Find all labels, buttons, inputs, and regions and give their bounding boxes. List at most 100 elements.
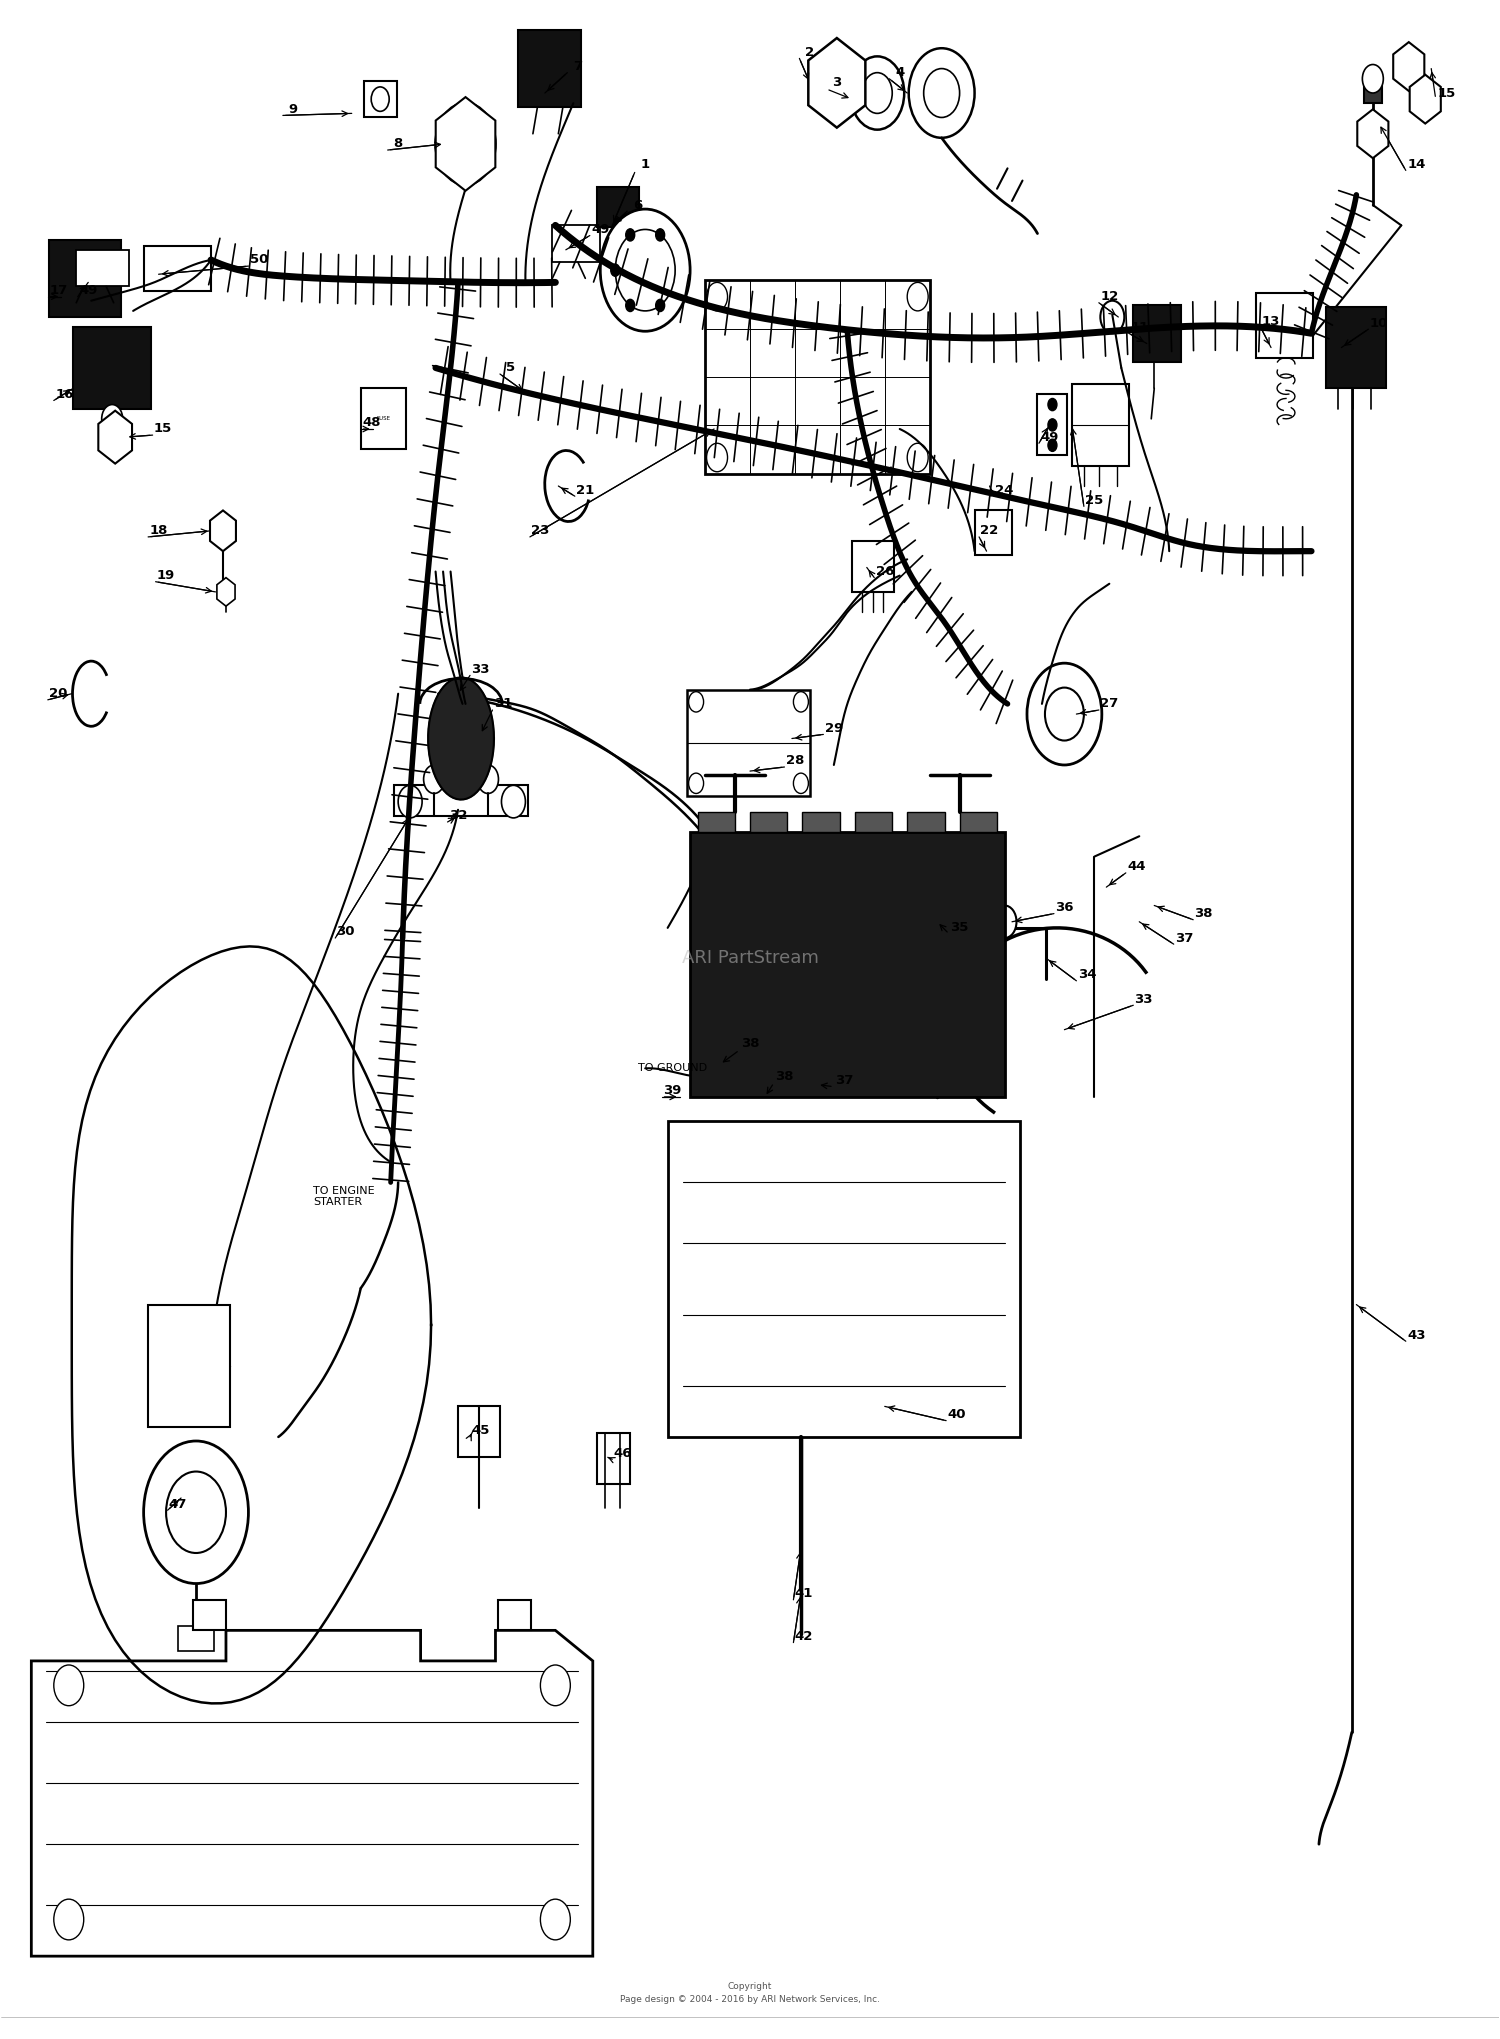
- Polygon shape: [808, 39, 865, 128]
- Text: 37: 37: [836, 1075, 854, 1087]
- Text: 49: 49: [1041, 430, 1059, 445]
- Bar: [76, 251, 129, 285]
- Bar: [908, 812, 945, 832]
- Text: 42: 42: [795, 1629, 813, 1643]
- Bar: [705, 279, 930, 473]
- Circle shape: [54, 1666, 84, 1707]
- Text: Copyright
Page design © 2004 - 2016 by ARI Network Services, Inc.: Copyright Page design © 2004 - 2016 by A…: [620, 1982, 880, 2004]
- Bar: [1072, 383, 1130, 465]
- Text: 10: 10: [1370, 316, 1388, 330]
- Bar: [360, 387, 405, 449]
- Text: 46: 46: [614, 1448, 632, 1460]
- Bar: [668, 1121, 1020, 1437]
- Circle shape: [144, 1442, 249, 1584]
- Bar: [597, 188, 639, 228]
- Circle shape: [54, 1898, 84, 1939]
- Bar: [148, 1305, 231, 1427]
- Circle shape: [1101, 300, 1125, 332]
- Circle shape: [398, 785, 422, 818]
- Text: 21: 21: [576, 483, 594, 498]
- Text: 15: 15: [154, 422, 172, 436]
- Circle shape: [706, 442, 728, 471]
- Polygon shape: [435, 98, 495, 192]
- Circle shape: [166, 1472, 226, 1554]
- Text: 30: 30: [336, 926, 356, 938]
- Polygon shape: [99, 410, 132, 463]
- Bar: [852, 540, 894, 591]
- Circle shape: [969, 877, 999, 918]
- Text: 44: 44: [1126, 860, 1146, 873]
- Polygon shape: [32, 1631, 592, 1955]
- Polygon shape: [210, 510, 236, 551]
- Circle shape: [850, 57, 904, 130]
- Bar: [363, 82, 396, 118]
- Bar: [498, 1601, 531, 1631]
- Circle shape: [1048, 438, 1058, 451]
- Text: 19: 19: [158, 569, 176, 581]
- Text: 15: 15: [1437, 86, 1455, 100]
- Bar: [687, 689, 810, 795]
- Text: 9: 9: [290, 102, 298, 116]
- Circle shape: [794, 691, 808, 712]
- Circle shape: [993, 905, 1017, 938]
- Bar: [1134, 304, 1180, 361]
- Text: 45: 45: [471, 1425, 489, 1437]
- Text: 22: 22: [981, 524, 999, 538]
- Text: 38: 38: [776, 1070, 794, 1083]
- Text: 27: 27: [1100, 697, 1119, 710]
- Text: 49: 49: [80, 283, 98, 298]
- Circle shape: [540, 1666, 570, 1707]
- Text: 28: 28: [786, 754, 804, 767]
- Circle shape: [909, 49, 975, 139]
- Circle shape: [448, 122, 482, 167]
- Bar: [194, 1601, 226, 1631]
- Text: TO ENGINE
STARTER: TO ENGINE STARTER: [314, 1187, 375, 1207]
- Text: TO GROUND: TO GROUND: [638, 1064, 706, 1073]
- Circle shape: [1048, 418, 1058, 430]
- Circle shape: [1412, 82, 1438, 118]
- Text: 5: 5: [506, 361, 515, 375]
- Bar: [1038, 394, 1068, 455]
- Text: 4: 4: [896, 65, 904, 80]
- Circle shape: [951, 901, 981, 942]
- Text: 18: 18: [150, 524, 168, 538]
- Circle shape: [688, 773, 703, 793]
- Circle shape: [477, 765, 498, 793]
- Text: 17: 17: [50, 283, 68, 298]
- Polygon shape: [217, 577, 236, 606]
- Text: FUSE: FUSE: [376, 416, 390, 422]
- Circle shape: [656, 300, 664, 312]
- Text: 48: 48: [362, 416, 381, 430]
- Text: 3: 3: [833, 75, 842, 90]
- Text: 40: 40: [948, 1409, 966, 1421]
- Circle shape: [908, 281, 928, 310]
- Text: 16: 16: [56, 387, 74, 402]
- Text: 49: 49: [591, 222, 609, 237]
- Circle shape: [819, 59, 855, 108]
- Text: 43: 43: [1407, 1329, 1425, 1342]
- Bar: [597, 1433, 630, 1484]
- Bar: [975, 510, 1012, 555]
- Text: 50: 50: [249, 253, 268, 267]
- Circle shape: [1395, 49, 1422, 86]
- Bar: [178, 1627, 214, 1652]
- Circle shape: [862, 73, 892, 114]
- Polygon shape: [1358, 110, 1389, 159]
- Text: 39: 39: [663, 1085, 681, 1097]
- Bar: [458, 1407, 500, 1458]
- Bar: [802, 812, 840, 832]
- Circle shape: [688, 691, 703, 712]
- Bar: [1256, 292, 1312, 357]
- Circle shape: [915, 891, 960, 952]
- Bar: [518, 31, 580, 108]
- Bar: [698, 812, 735, 832]
- Text: 25: 25: [1084, 493, 1104, 508]
- Text: 35: 35: [951, 922, 969, 934]
- Circle shape: [615, 230, 675, 310]
- Bar: [690, 832, 1005, 1097]
- Text: 47: 47: [170, 1497, 188, 1511]
- Circle shape: [1028, 663, 1102, 765]
- Circle shape: [105, 422, 126, 451]
- Circle shape: [501, 785, 525, 818]
- Text: 20: 20: [50, 687, 68, 699]
